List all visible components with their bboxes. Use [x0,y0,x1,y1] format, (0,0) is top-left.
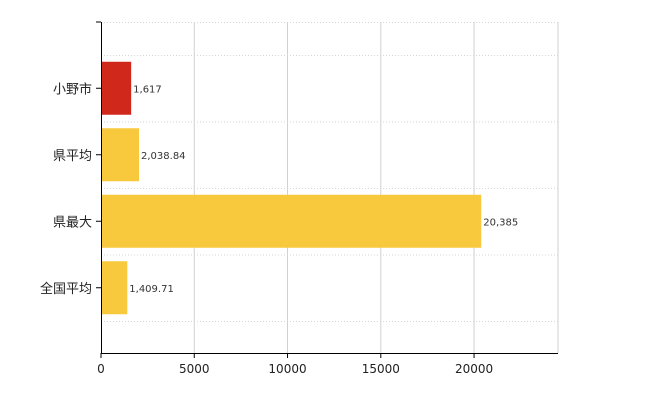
category-label: 県平均 [53,149,92,164]
category-label: 県最大 [53,215,92,230]
bar [101,61,132,115]
bars [101,61,482,315]
bar [101,128,140,182]
data-label: 1,617 [133,84,162,95]
x-tick-label: 15000 [362,362,400,376]
category-label: 全国平均 [40,281,92,297]
labels: 1,617 小野市 2,038.84 県平均 20,385 県最大 1,409.71 全国平均… [40,81,518,376]
data-label: 2,038.84 [141,151,186,162]
category-label: 小野市 [53,81,92,97]
data-label: 20,385 [483,217,518,228]
data-label: 1,409.71 [129,284,174,295]
x-tick-label: 0 [97,362,105,376]
x-tick-label: 20000 [455,362,493,376]
x-tick-label: 5000 [179,362,210,376]
axes [96,21,558,358]
gridlines [101,22,559,353]
x-tick-label: 10000 [268,362,306,376]
bar [101,194,482,248]
bar [101,261,128,315]
